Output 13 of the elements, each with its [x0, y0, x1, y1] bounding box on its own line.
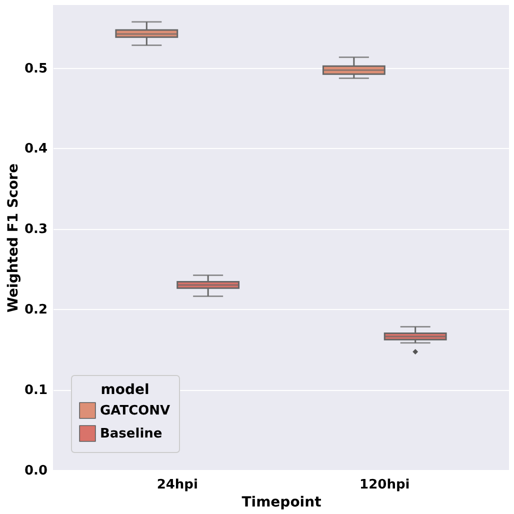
x-tick-label: 120hpi [360, 478, 410, 492]
legend-title: model [100, 382, 150, 398]
legend-label: GATCONV [100, 404, 170, 418]
y-tick-label: 0.5 [24, 61, 48, 76]
y-tick-label: 0.1 [24, 383, 48, 398]
x-axis-title: Timepoint [242, 494, 322, 510]
legend-label: Baseline [100, 426, 162, 442]
y-tick-label: 0.0 [24, 464, 48, 478]
y-tick-label: 0.2 [24, 302, 48, 318]
y-tick-label: 0.3 [24, 222, 48, 238]
y-tick-label: 0.4 [24, 142, 48, 157]
y-axis-title: Weighted F1 Score [5, 164, 22, 312]
x-tick-label: 24hpi [156, 478, 198, 492]
